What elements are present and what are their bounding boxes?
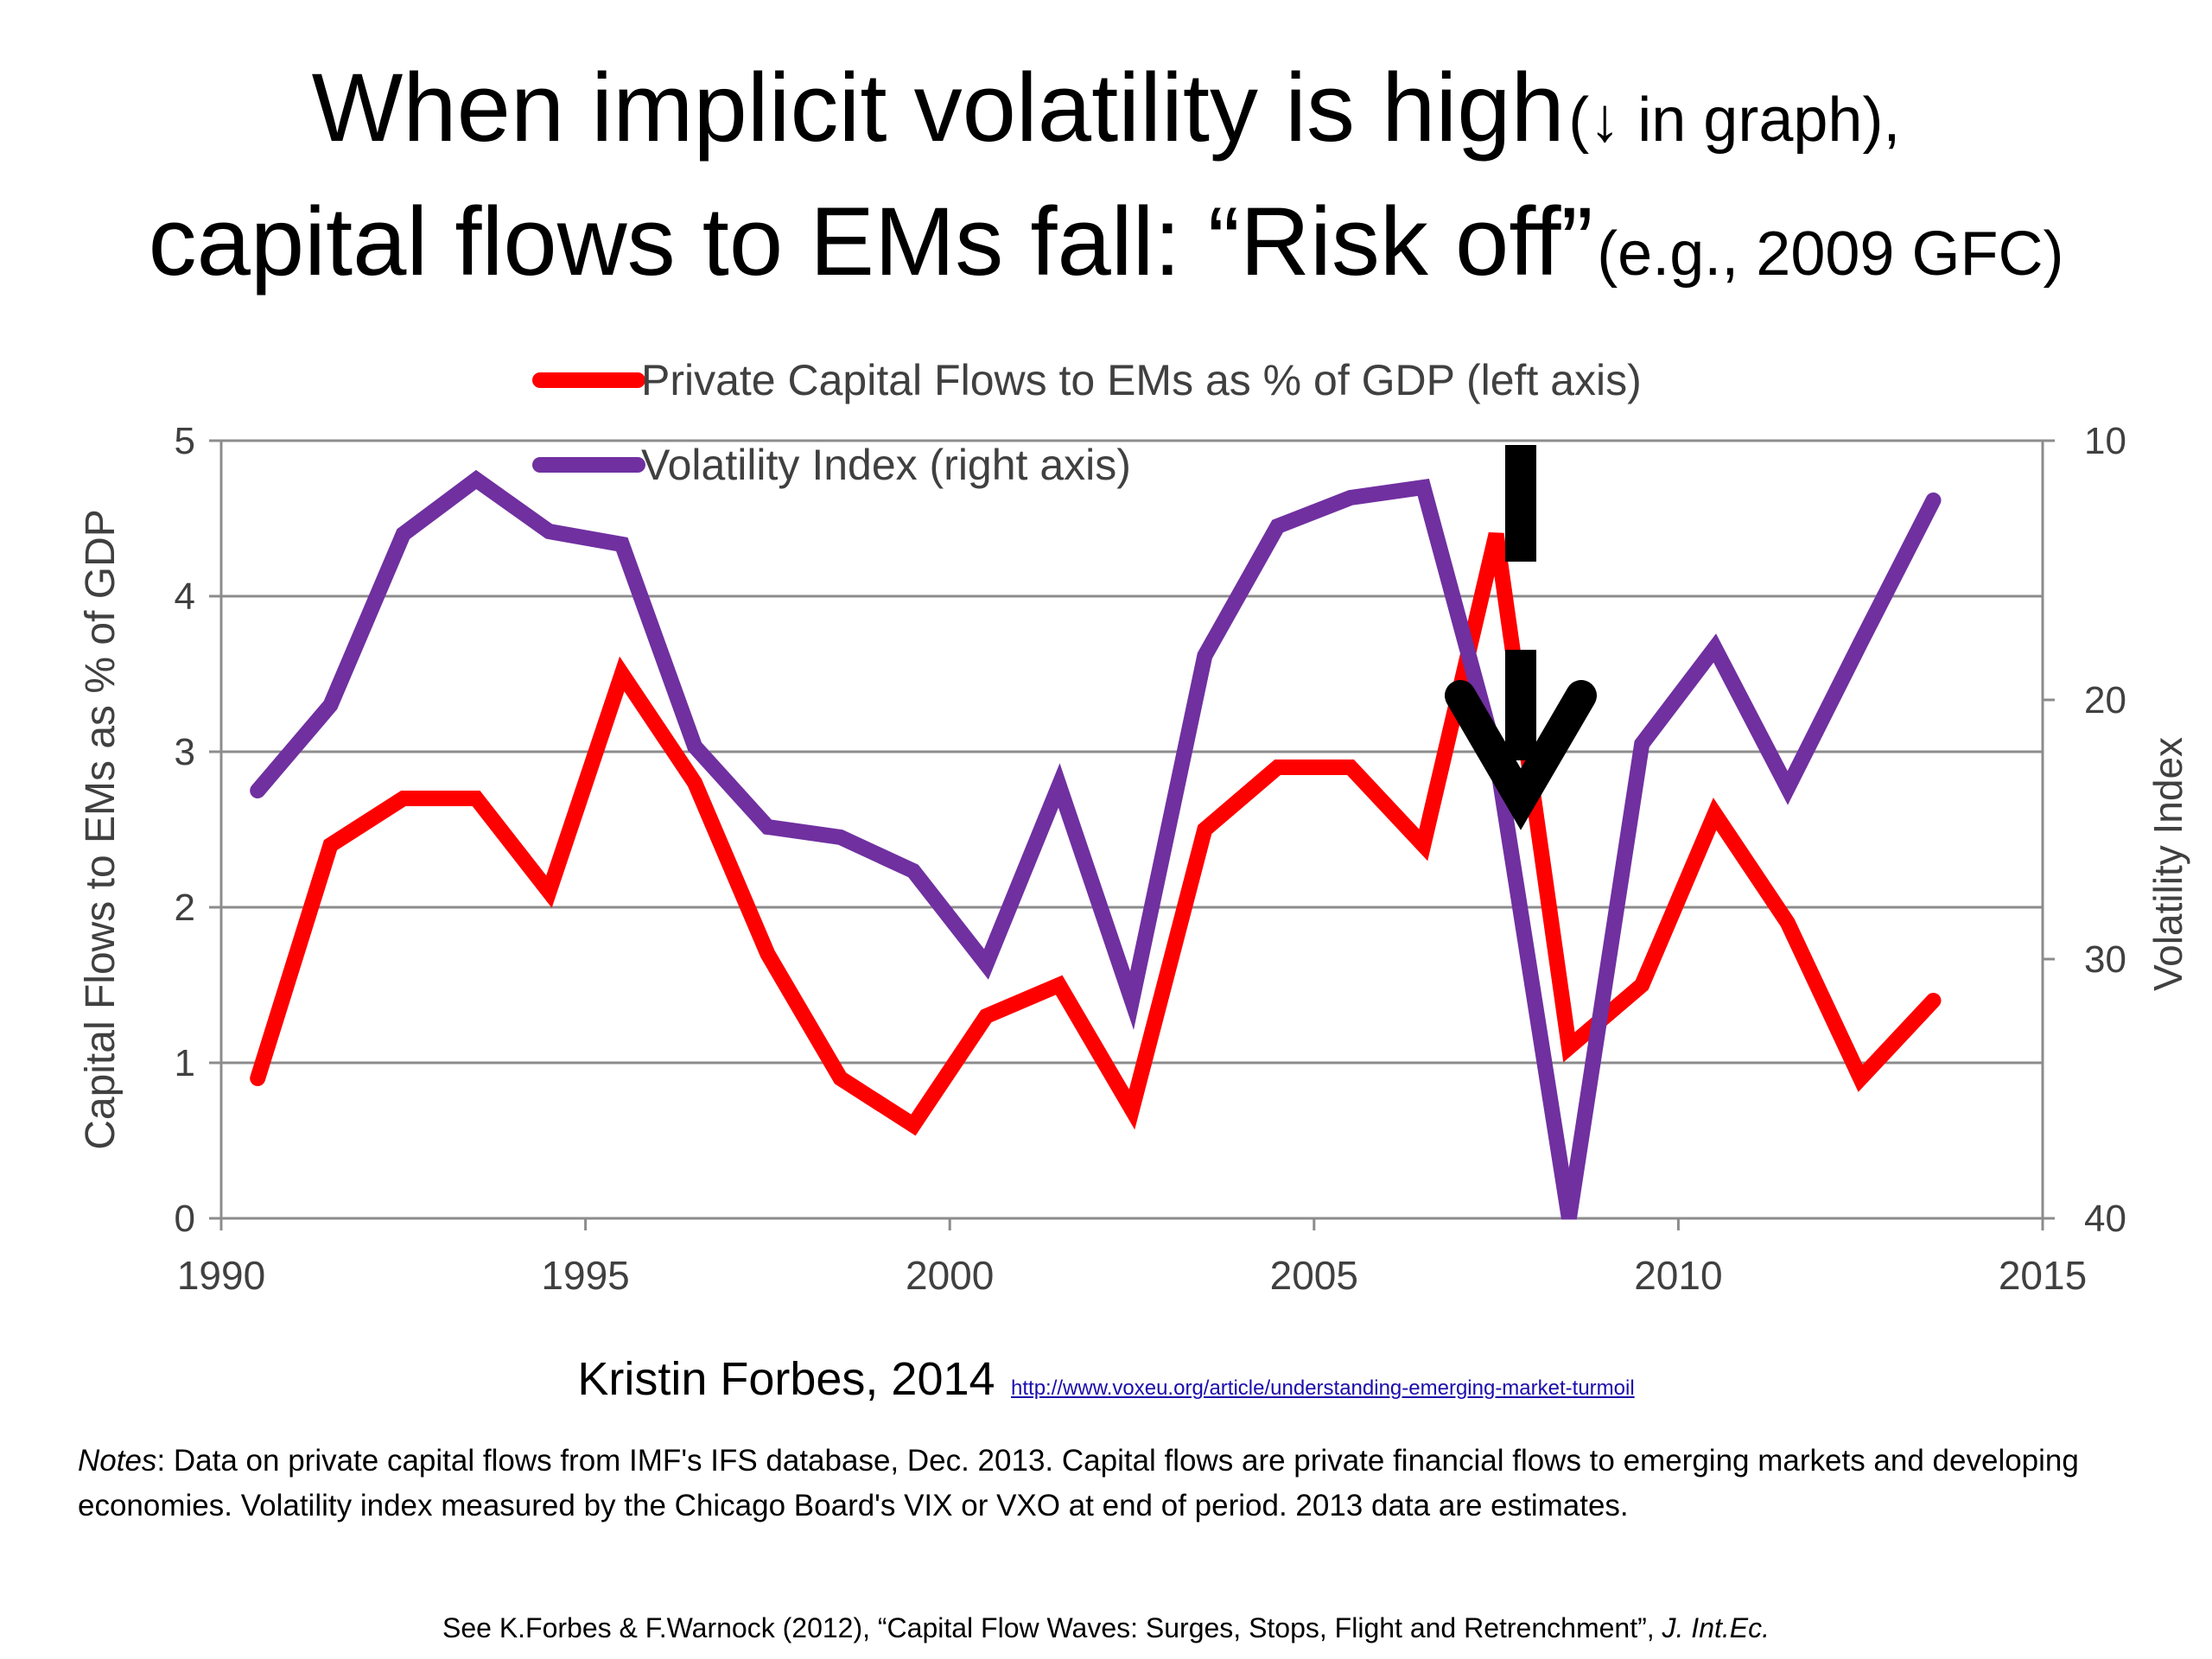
y-right-tick-label: 10 xyxy=(2084,420,2126,462)
y-left-tick-label: 0 xyxy=(175,1198,195,1240)
y-left-tick-label: 5 xyxy=(175,420,195,462)
notes-text: : Data on private capital flows from IMF… xyxy=(78,1444,2079,1522)
title-line-1: When implicit volatility is high (↓ in g… xyxy=(0,52,2212,163)
reference: See K.Forbes & F.Warnock (2012), “Capita… xyxy=(0,1612,2212,1644)
reference-journal: J. Int.Ec. xyxy=(1662,1612,1770,1643)
series-line-2 xyxy=(250,469,1942,1220)
arrow-head-icon xyxy=(1445,680,1597,830)
y-right-axis-title: Volatility Index xyxy=(2145,737,2190,991)
legend-label-1: Private Capital Flows to EMs as % of GDP… xyxy=(641,356,1642,404)
x-tick-label: 2005 xyxy=(1270,1253,1358,1298)
y-right-tick-label: 30 xyxy=(2084,938,2126,981)
x-tick-label: 1995 xyxy=(541,1253,629,1298)
reference-text: See K.Forbes & F.Warnock (2012), “Capita… xyxy=(442,1612,1662,1643)
y-left-tick-label: 2 xyxy=(175,887,195,929)
y-left-tick-label: 1 xyxy=(175,1042,195,1084)
y-left-axis-title: Capital Flows to EMs as % of GDP xyxy=(78,509,124,1150)
credit-author: Kristin Forbes, 2014 xyxy=(577,1353,995,1405)
y-left-tick-label: 4 xyxy=(175,575,195,618)
title-note-2: (e.g., 2009 GFC) xyxy=(1597,219,2064,289)
y-left-tick-label: 3 xyxy=(175,731,195,773)
arrow-shaft-icon xyxy=(1505,650,1536,760)
legend-label-2: Volatility Index (right axis) xyxy=(641,441,1131,489)
y-right-tick-label: 40 xyxy=(2084,1198,2126,1240)
x-tick-label: 1990 xyxy=(177,1253,265,1298)
x-tick-label: 2015 xyxy=(1999,1253,2087,1298)
title-main-1: When implicit volatility is high xyxy=(311,54,1565,162)
title-note-1: (↓ in graph), xyxy=(1568,86,1901,155)
title-line-2: capital flows to EMs fall: “Risk off” (e… xyxy=(0,186,2212,297)
notes-label: Notes xyxy=(78,1444,157,1478)
title-main-2: capital flows to EMs fall: “Risk off” xyxy=(148,188,1593,296)
x-tick-label: 2000 xyxy=(906,1253,994,1298)
credit: Kristin Forbes, 2014 http://www.voxeu.or… xyxy=(0,1352,2212,1406)
y-right-tick-label: 20 xyxy=(2084,679,2126,721)
x-tick-label: 2010 xyxy=(1634,1253,1722,1298)
notes: Notes: Data on private capital flows fro… xyxy=(78,1439,2169,1529)
arrow-dash-icon xyxy=(1505,445,1536,562)
series-line-1 xyxy=(250,531,1942,1136)
source-link[interactable]: http://www.voxeu.org/article/understandi… xyxy=(1011,1376,1635,1400)
